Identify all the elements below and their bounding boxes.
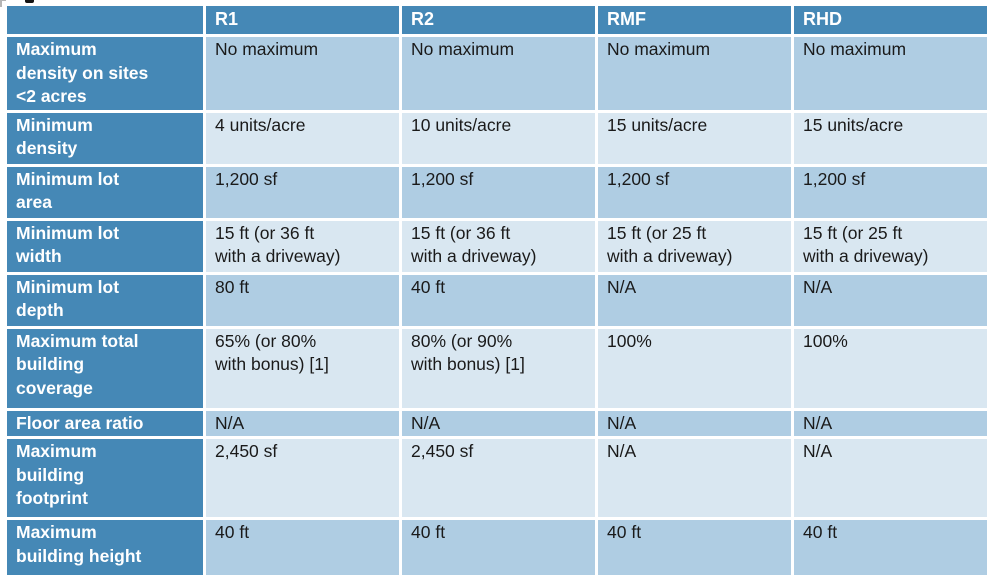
table-row: Minimum lot depth 80 ft 40 ft N/A N/A [7, 274, 987, 326]
table-row: Minimum lot area 1,200 sf 1,200 sf 1,200 sf… [7, 166, 987, 218]
data-cell: 80% (or 90% with bonus) [1] [402, 328, 595, 408]
table-row: Maximum building footprint 2,450 sf 2,450 … [7, 439, 987, 517]
column-header-r2: R2 [402, 6, 595, 34]
table-row: Minimum density 4 units/acre 10 units/acre… [7, 112, 987, 164]
column-header-r1: R1 [206, 6, 399, 34]
data-cell: 10 units/acre [402, 112, 595, 164]
cropped-text-fragment [25, 0, 34, 3]
column-header-rhd: RHD [794, 6, 987, 34]
row-label-cell: Minimum density [7, 112, 203, 164]
data-cell: 40 ft [402, 520, 595, 575]
data-cell: No maximum [794, 37, 987, 110]
row-label-cell: Maximum density on sites <2 acres [7, 37, 203, 110]
data-cell: 40 ft [794, 520, 987, 575]
data-cell: N/A [598, 410, 791, 436]
data-cell: 65% (or 80% with bonus) [1] [206, 328, 399, 408]
table-row: Maximum total building coverage 65% (or 8… [7, 328, 987, 408]
table-row: Maximum building height 40 ft 40 ft 40 ft 40… [7, 520, 987, 575]
data-cell: 15 ft (or 36 ft with a driveway) [206, 220, 399, 272]
data-cell: N/A [598, 274, 791, 326]
row-label-cell: Maximum building height [7, 520, 203, 575]
data-cell: No maximum [206, 37, 399, 110]
data-cell: N/A [794, 439, 987, 517]
data-cell: No maximum [402, 37, 595, 110]
data-cell: N/A [794, 274, 987, 326]
data-cell: N/A [206, 410, 399, 436]
data-cell: 15 ft (or 25 ft with a driveway) [794, 220, 987, 272]
column-header-rmf: RMF [598, 6, 791, 34]
table-row: Maximum density on sites <2 acres No maxi… [7, 37, 987, 110]
data-cell: N/A [598, 439, 791, 517]
cropped-ui-corner-fragment [0, 0, 6, 7]
table-row: Floor area ratio N/A N/A N/A N/A [7, 410, 987, 436]
row-label-cell: Floor area ratio [7, 410, 203, 436]
data-cell: 1,200 sf [402, 166, 595, 218]
data-cell: 1,200 sf [206, 166, 399, 218]
data-cell: N/A [402, 410, 595, 436]
row-label-cell: Maximum building footprint [7, 439, 203, 517]
data-cell: 2,450 sf [206, 439, 399, 517]
zoning-standards-table: R1 R2 RMF RHD Maximum density on sites <2 a… [4, 3, 990, 578]
table-header: R1 R2 RMF RHD [7, 6, 987, 34]
data-cell: 4 units/acre [206, 112, 399, 164]
row-label-cell: Maximum total building coverage [7, 328, 203, 408]
table-body: Maximum density on sites <2 acres No maxi… [7, 37, 987, 575]
data-cell: 80 ft [206, 274, 399, 326]
data-cell: 40 ft [402, 274, 595, 326]
data-cell: 40 ft [598, 520, 791, 575]
data-cell: 40 ft [206, 520, 399, 575]
row-label-cell: Minimum lot depth [7, 274, 203, 326]
row-label-cell: Minimum lot area [7, 166, 203, 218]
data-cell: 2,450 sf [402, 439, 595, 517]
corner-header-cell [7, 6, 203, 34]
data-cell: 1,200 sf [598, 166, 791, 218]
data-cell: 15 units/acre [598, 112, 791, 164]
data-cell: 15 ft (or 25 ft with a driveway) [598, 220, 791, 272]
data-cell: No maximum [598, 37, 791, 110]
data-cell: 100% [794, 328, 987, 408]
table-header-row: R1 R2 RMF RHD [7, 6, 987, 34]
data-cell: N/A [794, 410, 987, 436]
table-row: Minimum lot width 15 ft (or 36 ft with a … [7, 220, 987, 272]
data-cell: 100% [598, 328, 791, 408]
data-cell: 15 units/acre [794, 112, 987, 164]
data-cell: 15 ft (or 36 ft with a driveway) [402, 220, 595, 272]
data-cell: 1,200 sf [794, 166, 987, 218]
row-label-cell: Minimum lot width [7, 220, 203, 272]
